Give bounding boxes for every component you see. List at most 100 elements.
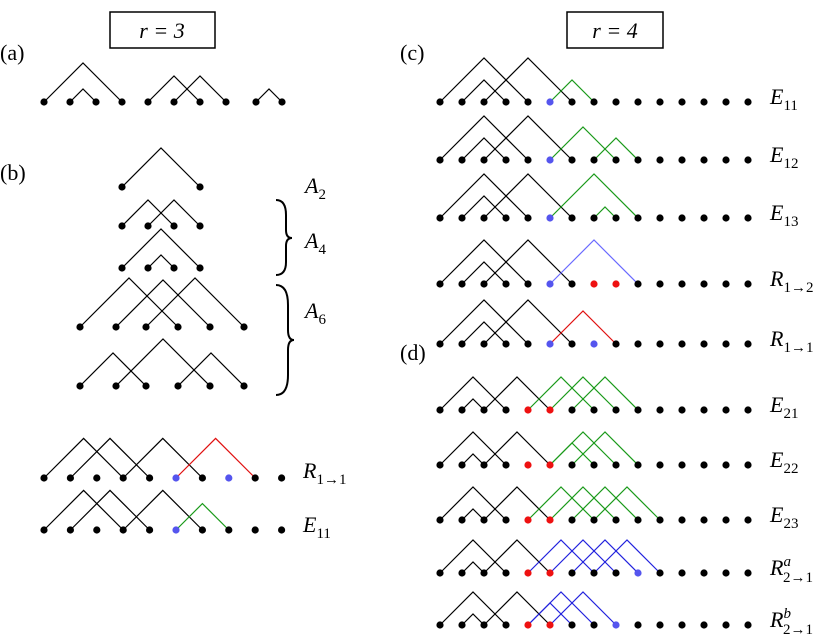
dot	[634, 280, 642, 288]
dot	[744, 214, 752, 222]
arc	[439, 539, 507, 574]
dot	[436, 98, 444, 106]
dot	[458, 214, 466, 222]
dot	[170, 98, 178, 106]
dot	[278, 526, 286, 534]
dot	[40, 526, 48, 534]
arc	[173, 75, 227, 103]
dot	[502, 406, 510, 414]
label-main: E	[769, 447, 784, 472]
label-main: A	[303, 298, 319, 323]
dot	[546, 461, 554, 469]
row-label: Ra 2→1	[769, 554, 813, 586]
dot	[656, 340, 664, 348]
dot	[458, 461, 466, 469]
arc	[527, 602, 573, 626]
label-sub: 4	[318, 242, 326, 258]
header-box	[109, 11, 216, 49]
dot	[744, 516, 752, 524]
dot	[436, 461, 444, 469]
dot	[590, 461, 598, 469]
brace	[275, 284, 295, 396]
dot	[93, 526, 101, 534]
label-sub: 21	[783, 406, 798, 422]
dot	[251, 526, 259, 534]
label-main: R	[769, 266, 784, 291]
dot	[568, 98, 576, 106]
arc	[483, 539, 551, 574]
arc	[549, 486, 617, 521]
label-main: E	[302, 512, 317, 537]
dot	[700, 214, 708, 222]
dot	[568, 214, 576, 222]
dot	[480, 340, 488, 348]
dot	[92, 98, 100, 106]
dot	[480, 621, 488, 629]
arc	[549, 442, 595, 466]
dot	[700, 621, 708, 629]
dot	[590, 621, 598, 629]
label-sub: 6	[318, 312, 326, 328]
arc	[145, 277, 245, 328]
row-label: A2	[303, 173, 326, 203]
dot	[722, 340, 730, 348]
dot	[546, 621, 554, 629]
row-label: E11	[769, 84, 798, 114]
label-sup: a	[783, 554, 791, 570]
dot	[524, 340, 532, 348]
row-label: E23	[769, 502, 798, 532]
dot	[568, 406, 576, 414]
arc	[461, 261, 507, 285]
arc	[483, 486, 551, 521]
arc	[122, 437, 203, 479]
arc	[439, 486, 507, 521]
dot	[612, 461, 620, 469]
arc	[527, 376, 595, 411]
label-sub: 2→1	[783, 570, 813, 586]
dot	[634, 569, 642, 577]
dot	[225, 526, 233, 534]
dot	[590, 406, 598, 414]
dot	[656, 156, 664, 164]
arc	[483, 115, 573, 161]
dot	[678, 156, 686, 164]
dot	[524, 569, 532, 577]
row-label: E22	[769, 447, 798, 477]
arc	[571, 431, 639, 466]
dot	[700, 98, 708, 106]
row-label: E11	[302, 512, 331, 542]
dot	[524, 621, 532, 629]
label-sub: 11	[316, 526, 330, 542]
arc	[439, 115, 529, 161]
dot	[172, 526, 180, 534]
dot	[744, 280, 752, 288]
dot	[634, 461, 642, 469]
dot	[502, 516, 510, 524]
dot	[76, 382, 84, 390]
dot	[678, 621, 686, 629]
dot	[144, 222, 152, 230]
arc	[483, 376, 551, 411]
arc	[483, 591, 551, 626]
arc	[177, 352, 245, 387]
header-box	[566, 11, 664, 49]
dot	[196, 222, 204, 230]
dot	[502, 214, 510, 222]
arc	[483, 431, 551, 466]
dot	[568, 156, 576, 164]
arc	[483, 57, 573, 103]
row-label: R1→1	[769, 326, 813, 356]
dot	[568, 461, 576, 469]
dot	[458, 406, 466, 414]
arc	[549, 310, 617, 345]
dot	[458, 156, 466, 164]
dot	[480, 98, 488, 106]
header: r = 4	[592, 18, 637, 43]
row-label: A6	[303, 298, 326, 328]
arc	[527, 486, 595, 521]
row-label: E21	[769, 392, 798, 422]
dot	[196, 183, 204, 191]
label-sub: 1→1	[783, 340, 813, 356]
arc	[549, 431, 617, 466]
dot	[700, 569, 708, 577]
